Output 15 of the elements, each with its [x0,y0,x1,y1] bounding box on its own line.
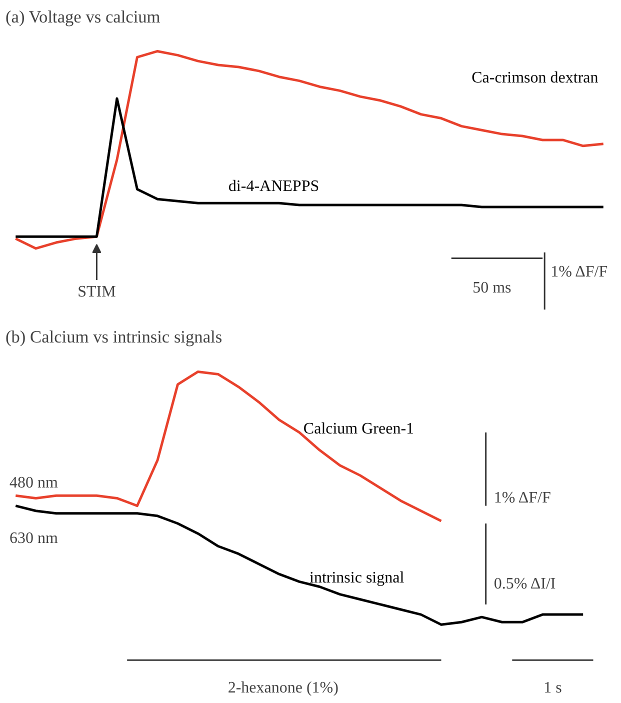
text: 1% ΔF/F [550,264,608,281]
series-label: Calcium Green-1 [303,420,414,438]
series-label: intrinsic signal [310,570,405,587]
annotation: 1% ΔF/F [494,490,552,507]
text: 1 s [544,679,562,696]
annotation: 0.5% ΔI/I [494,576,556,593]
text: 50 ms [472,279,512,296]
chart-title: (b) Calcium vs intrinsic signals [6,328,222,346]
text: 2-hexanone (1%) [228,679,338,696]
chart-title: (a) Voltage vs calcium [6,8,161,26]
annotation: 480 nm [10,474,59,492]
annotation: 630 nm [10,530,59,548]
text: Ca-crimson dextran [472,70,598,87]
text: STIM [78,283,116,300]
series-label: di-4-ANEPPS [228,178,320,196]
